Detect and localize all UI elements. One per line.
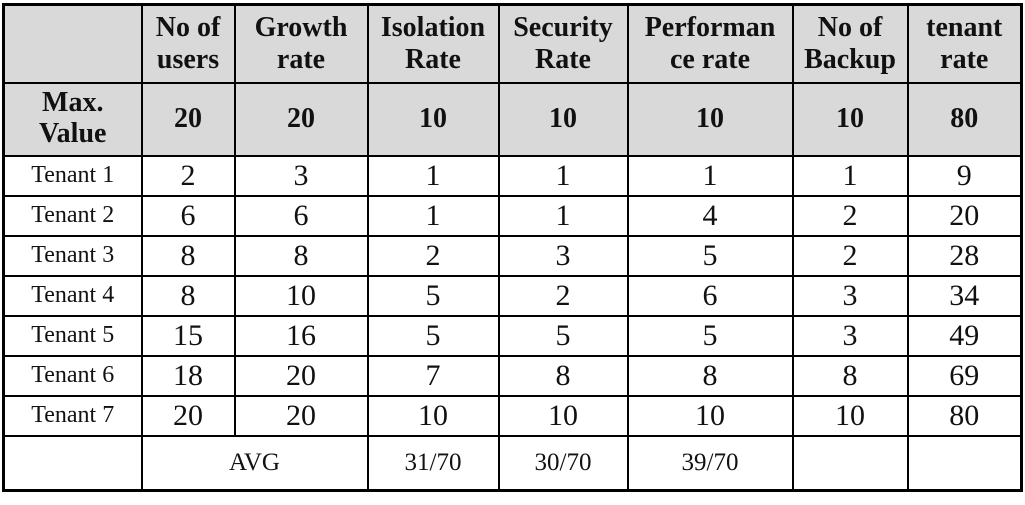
backup-avg-cell [791, 434, 909, 492]
tenant-ratings-table: No of users Growth rate Isolation Rate S… [2, 3, 1023, 492]
performance-avg-cell: 39/70 [626, 434, 794, 492]
data-cell: 10 [366, 394, 500, 437]
data-cell: 2 [366, 234, 500, 277]
col-header-isolation-rate: Isolation Rate [366, 3, 500, 84]
data-cell: 20 [233, 394, 369, 437]
tenant-5-label: Tenant 5 [2, 314, 143, 357]
data-cell: 34 [906, 274, 1023, 317]
avg-row-label-cell [2, 434, 143, 492]
page: No of users Growth rate Isolation Rate S… [2, 3, 1023, 492]
data-cell: 8 [233, 234, 369, 277]
data-cell: 8 [497, 354, 629, 397]
data-cell: 3 [791, 274, 909, 317]
data-cell: 10 [233, 274, 369, 317]
data-cell: 8 [140, 274, 236, 317]
isolation-avg-cell: 31/70 [366, 434, 500, 492]
max-value-cell: 10 [626, 81, 794, 157]
security-avg-cell: 30/70 [497, 434, 629, 492]
data-cell: 15 [140, 314, 236, 357]
tenant-7-label: Tenant 7 [2, 394, 143, 437]
tenant-7-row: Tenant 7 20 20 10 10 10 10 80 [2, 394, 1023, 437]
header-row: No of users Growth rate Isolation Rate S… [2, 3, 1023, 84]
tenant-1-row: Tenant 1 2 3 1 1 1 1 9 [2, 154, 1023, 197]
col-header-performance-rate: Performan ce rate [626, 3, 794, 84]
tenant-4-label: Tenant 4 [2, 274, 143, 317]
data-cell: 2 [791, 234, 909, 277]
data-cell: 2 [140, 154, 236, 197]
max-value-row-label: Max. Value [2, 81, 143, 157]
col-header-tenant-rate: tenant rate [906, 3, 1023, 84]
data-cell: 20 [140, 394, 236, 437]
data-cell: 3 [497, 234, 629, 277]
data-cell: 4 [626, 194, 794, 237]
tenant-3-label: Tenant 3 [2, 234, 143, 277]
max-value-cell: 20 [140, 81, 236, 157]
tenant-rate-avg-cell [906, 434, 1023, 492]
col-header-growth-rate: Growth rate [233, 3, 369, 84]
data-cell: 5 [497, 314, 629, 357]
data-cell: 80 [906, 394, 1023, 437]
data-cell: 2 [497, 274, 629, 317]
data-cell: 2 [791, 194, 909, 237]
data-cell: 1 [366, 154, 500, 197]
tenant-2-row: Tenant 2 6 6 1 1 4 2 20 [2, 194, 1023, 237]
avg-row: AVG 31/70 30/70 39/70 [2, 434, 1023, 492]
tenant-4-row: Tenant 4 8 10 5 2 6 3 34 [2, 274, 1023, 317]
data-cell: 6 [626, 274, 794, 317]
data-cell: 10 [497, 394, 629, 437]
data-cell: 49 [906, 314, 1023, 357]
col-header-security-rate: Security Rate [497, 3, 629, 84]
max-value-cell: 80 [906, 81, 1023, 157]
data-cell: 10 [791, 394, 909, 437]
data-cell: 1 [497, 194, 629, 237]
data-cell: 6 [140, 194, 236, 237]
data-cell: 5 [626, 234, 794, 277]
data-cell: 5 [366, 314, 500, 357]
data-cell: 9 [906, 154, 1023, 197]
max-value-cell: 10 [497, 81, 629, 157]
data-cell: 1 [366, 194, 500, 237]
data-cell: 5 [366, 274, 500, 317]
data-cell: 1 [497, 154, 629, 197]
max-value-cell: 10 [366, 81, 500, 157]
data-cell: 1 [791, 154, 909, 197]
data-cell: 7 [366, 354, 500, 397]
data-cell: 8 [791, 354, 909, 397]
data-cell: 6 [233, 194, 369, 237]
tenant-6-label: Tenant 6 [2, 354, 143, 397]
data-cell: 8 [140, 234, 236, 277]
tenant-1-label: Tenant 1 [2, 154, 143, 197]
data-cell: 3 [791, 314, 909, 357]
data-cell: 16 [233, 314, 369, 357]
data-cell: 18 [140, 354, 236, 397]
data-cell: 20 [233, 354, 369, 397]
data-cell: 1 [626, 154, 794, 197]
col-header-no-of-backup: No of Backup [791, 3, 909, 84]
data-cell: 69 [906, 354, 1023, 397]
tenant-2-label: Tenant 2 [2, 194, 143, 237]
tenant-3-row: Tenant 3 8 8 2 3 5 2 28 [2, 234, 1023, 277]
data-cell: 5 [626, 314, 794, 357]
data-cell: 3 [233, 154, 369, 197]
data-cell: 20 [906, 194, 1023, 237]
data-cell: 8 [626, 354, 794, 397]
max-value-row: Max. Value 20 20 10 10 10 10 80 [2, 81, 1023, 157]
tenant-6-row: Tenant 6 18 20 7 8 8 8 69 [2, 354, 1023, 397]
tenant-5-row: Tenant 5 15 16 5 5 5 3 49 [2, 314, 1023, 357]
max-value-cell: 20 [233, 81, 369, 157]
avg-label-cell: AVG [140, 434, 369, 492]
corner-cell [2, 3, 143, 84]
max-value-cell: 10 [791, 81, 909, 157]
col-header-no-of-users: No of users [140, 3, 236, 84]
data-cell: 28 [906, 234, 1023, 277]
data-cell: 10 [626, 394, 794, 437]
